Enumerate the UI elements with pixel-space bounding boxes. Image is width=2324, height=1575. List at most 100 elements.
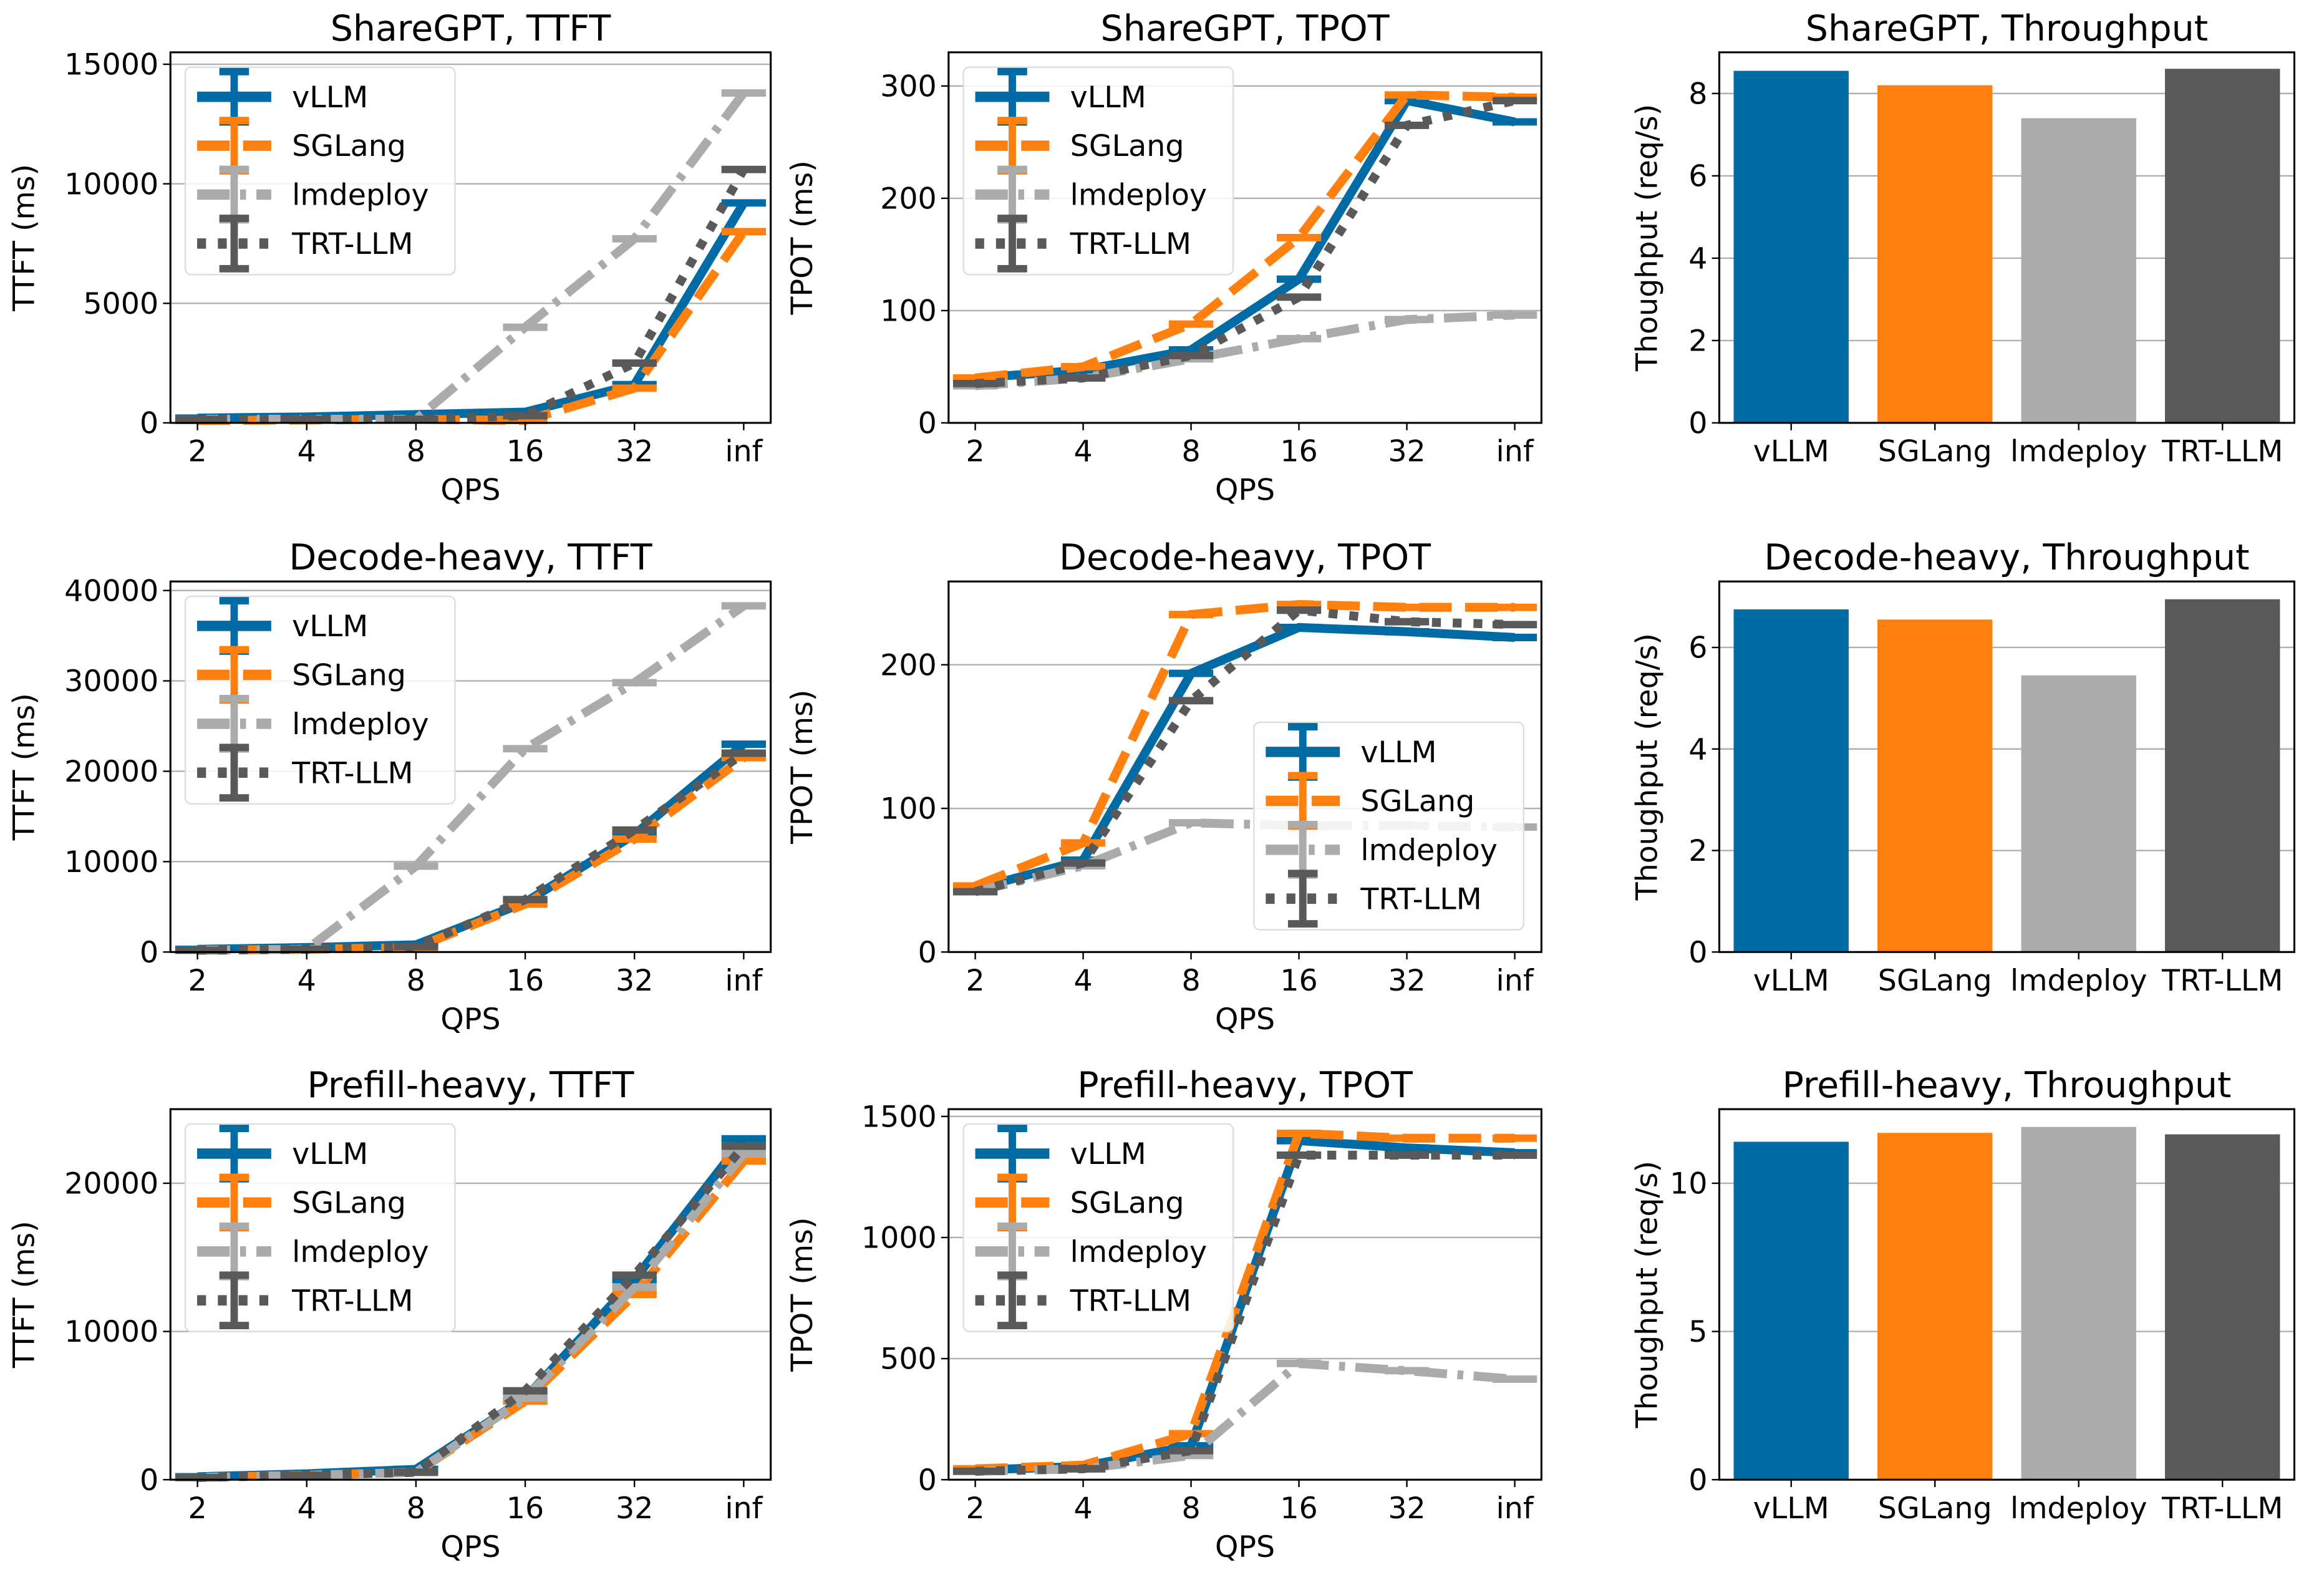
y-tick-label: 0	[140, 1463, 158, 1498]
subplot-title: ShareGPT, TTFT	[331, 8, 611, 49]
legend-label: SGLang	[292, 129, 406, 163]
bar-SGLang	[1877, 85, 1993, 423]
legend-label: TRT-LLM	[291, 1284, 413, 1318]
y-tick-label: 100	[880, 294, 937, 329]
x-tick-label: 8	[407, 964, 425, 998]
y-tick-label: 500	[880, 1342, 937, 1377]
x-tick-label: TRT-LLM	[2161, 435, 2283, 469]
x-tick-label: lmdeploy	[2010, 964, 2147, 998]
x-tick-label: vLLM	[1753, 1491, 1829, 1526]
subplot-title: Prefill-heavy, TPOT	[1077, 1065, 1413, 1106]
x-tick-label: 16	[1280, 435, 1317, 469]
y-axis-label: TPOT (ms)	[785, 160, 820, 315]
x-tick-label: inf	[1496, 1491, 1534, 1526]
bar-TRT-LLM	[2165, 69, 2280, 423]
x-axis-label: QPS	[440, 1530, 500, 1564]
bar-lmdeploy	[2021, 675, 2136, 952]
y-axis-label: Thoughput (req/s)	[1630, 1161, 1665, 1428]
y-tick-label: 30000	[64, 664, 158, 699]
x-tick-label: 2	[966, 1491, 984, 1526]
subplot-title: Decode-heavy, TPOT	[1059, 537, 1431, 578]
y-tick-label: 10000	[64, 167, 158, 201]
y-tick-label: 0	[1688, 1463, 1707, 1498]
legend-label: TRT-LLM	[291, 227, 413, 261]
x-tick-label: 16	[1280, 964, 1317, 998]
subplot-3: ShareGPT, Throughput 0 2 4 6 8 Thoughput (req/…	[1630, 8, 2296, 469]
subplot-title: Decode-heavy, TTFT	[289, 537, 652, 578]
x-axis-label: QPS	[1215, 1002, 1275, 1037]
x-tick-label: TRT-LLM	[2161, 964, 2283, 998]
x-axis-label: QPS	[440, 473, 500, 508]
x-tick-label: lmdeploy	[2010, 1491, 2147, 1526]
x-tick-label: inf	[725, 435, 763, 469]
bar-lmdeploy	[2021, 1127, 2136, 1480]
y-tick-label: 300	[880, 70, 937, 104]
x-tick-label: 2	[966, 964, 984, 998]
legend-label: SGLang	[292, 1186, 406, 1220]
y-tick-label: 1500	[861, 1100, 937, 1134]
subplot-title: Prefill-heavy, Throughput	[1783, 1065, 2232, 1106]
x-tick-label: 4	[298, 435, 316, 469]
y-tick-label: 2	[1688, 324, 1707, 359]
axes-frame	[947, 580, 1542, 953]
x-tick-label: 4	[298, 964, 316, 998]
y-axis-label: TTFT (ms)	[7, 1221, 42, 1369]
y-axis-label: Thoughput (req/s)	[1630, 633, 1665, 901]
x-tick-label: 8	[1181, 435, 1200, 469]
y-tick-label: 20000	[64, 1167, 158, 1201]
legend: vLLM SGLang lmdeploy TRT-LLM	[184, 66, 456, 276]
y-tick-label: 8	[1688, 77, 1707, 112]
y-tick-label: 20000	[64, 755, 158, 789]
subplot-title: Decode-heavy, Throughput	[1764, 537, 2249, 578]
x-tick-label: 16	[1280, 1491, 1317, 1526]
axes-frame	[1718, 51, 2296, 424]
legend-label: vLLM	[1360, 735, 1436, 770]
legend-label: vLLM	[1070, 80, 1146, 115]
y-tick-label: 40000	[64, 574, 158, 608]
bar-vLLM	[1733, 70, 1849, 423]
legend-label: vLLM	[292, 609, 368, 644]
x-tick-label: SGLang	[1878, 435, 1992, 469]
legend: vLLM SGLang lmdeploy TRT-LLM	[1253, 721, 1524, 931]
y-tick-label: 6	[1688, 160, 1707, 194]
legend-label: TRT-LLM	[1360, 882, 1481, 916]
x-tick-label: vLLM	[1753, 435, 1829, 469]
legend-label: TRT-LLM	[1070, 227, 1191, 261]
axes-frame	[1718, 1108, 2296, 1481]
legend: vLLM SGLang lmdeploy TRT-LLM	[962, 1123, 1234, 1332]
legend-label: lmdeploy	[1070, 178, 1207, 213]
y-tick-label: 1000	[861, 1221, 937, 1256]
subplot-title: Prefill-heavy, TTFT	[307, 1065, 634, 1106]
legend-label: SGLang	[1070, 1186, 1184, 1220]
y-tick-label: 0	[140, 407, 158, 441]
y-tick-label: 200	[880, 182, 937, 216]
bar-SGLang	[1877, 619, 1993, 952]
legend-label: SGLang	[292, 659, 406, 693]
y-axis-label: TTFT (ms)	[7, 693, 42, 841]
legend-label: lmdeploy	[1360, 833, 1497, 868]
y-tick-label: 0	[918, 1463, 937, 1498]
subplot-8: Prefill-heavy, TPOT 0 500 1000 1500 TPOT (ms)…	[785, 1065, 1542, 1564]
x-tick-label: 32	[616, 435, 653, 469]
legend-box	[1253, 721, 1524, 931]
subplot-2: ShareGPT, TPOT 0 100 200 300 TPOT (ms) 2 4 8 16 32…	[785, 8, 1542, 508]
x-tick-label: SGLang	[1878, 964, 1992, 998]
legend-label: TRT-LLM	[1070, 1284, 1191, 1318]
y-tick-label: 0	[918, 936, 937, 970]
legend-label: vLLM	[1070, 1137, 1146, 1171]
legend-label: lmdeploy	[1070, 1235, 1207, 1269]
axes-frame	[169, 1108, 772, 1481]
legend-label: vLLM	[292, 1137, 368, 1171]
x-tick-label: 16	[506, 1491, 544, 1526]
legend-box	[962, 66, 1234, 276]
axes-frame	[947, 1108, 1542, 1481]
y-tick-label: 0	[1688, 936, 1707, 970]
legend-box	[184, 66, 456, 276]
y-axis-label: TPOT (ms)	[785, 690, 820, 845]
bar-lmdeploy	[2021, 118, 2136, 423]
x-tick-label: 8	[407, 1491, 425, 1526]
y-tick-label: 4	[1688, 242, 1707, 276]
x-tick-label: 32	[616, 1491, 653, 1526]
legend-label: lmdeploy	[292, 1235, 428, 1269]
x-tick-label: 4	[1073, 964, 1092, 998]
